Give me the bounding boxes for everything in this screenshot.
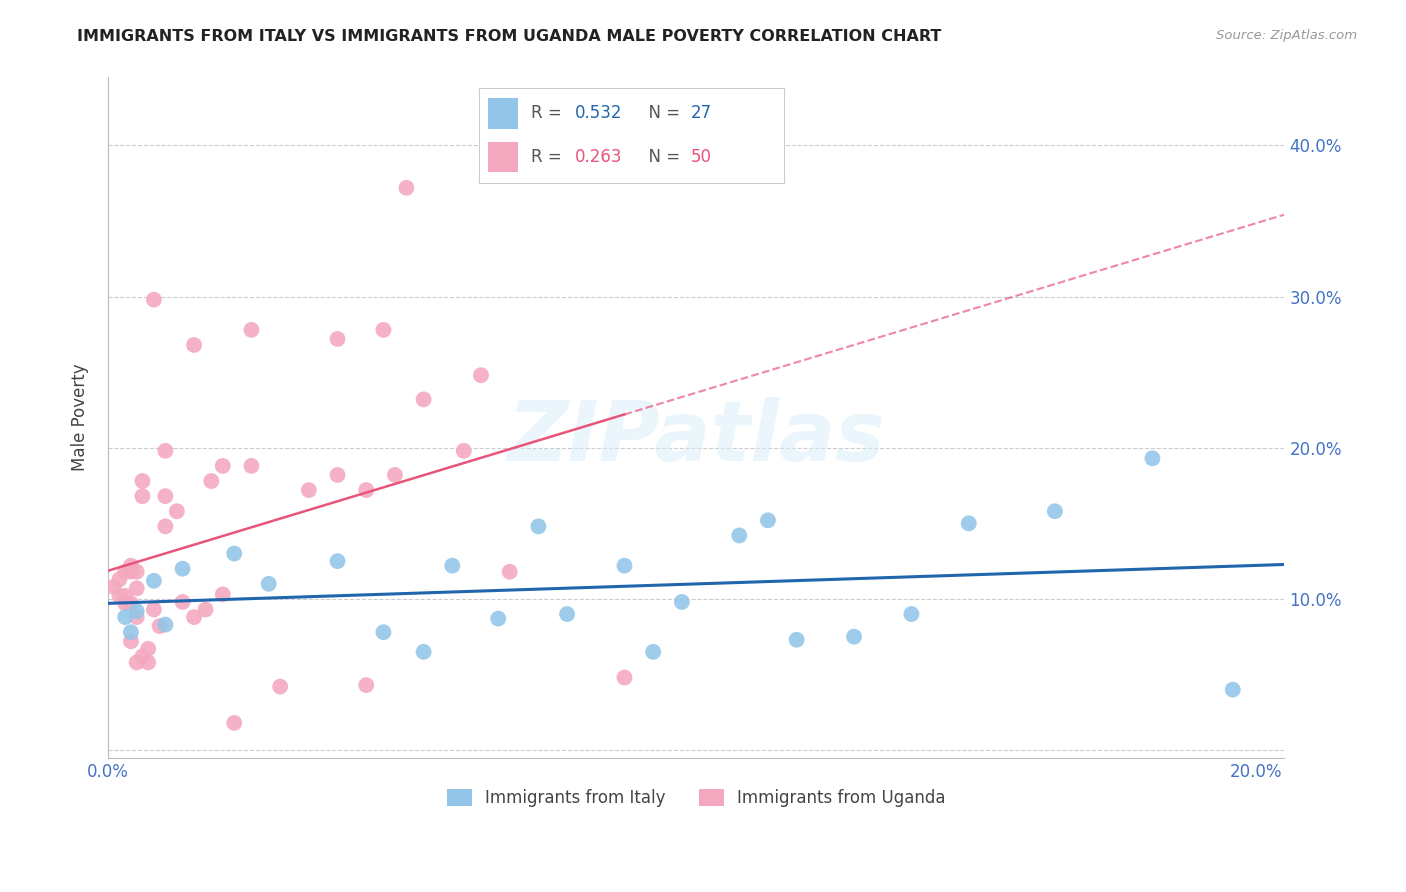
- Point: [613, 671, 636, 685]
- Point: [613, 558, 636, 573]
- Point: [1222, 682, 1244, 697]
- Point: [671, 595, 693, 609]
- Point: [125, 656, 148, 670]
- Point: [957, 516, 980, 531]
- Point: [155, 617, 177, 632]
- Point: [120, 558, 142, 573]
- Point: [555, 607, 578, 621]
- Point: [499, 565, 522, 579]
- Point: [384, 467, 406, 482]
- Point: [125, 610, 148, 624]
- Point: [728, 528, 751, 542]
- Point: [527, 519, 550, 533]
- Text: IMMIGRANTS FROM ITALY VS IMMIGRANTS FROM UGANDA MALE POVERTY CORRELATION CHART: IMMIGRANTS FROM ITALY VS IMMIGRANTS FROM…: [77, 29, 942, 44]
- Point: [155, 519, 177, 533]
- Point: [125, 582, 148, 596]
- Point: [136, 656, 159, 670]
- Point: [114, 610, 136, 624]
- Point: [373, 323, 395, 337]
- Point: [166, 504, 188, 518]
- Point: [441, 558, 464, 573]
- Point: [373, 625, 395, 640]
- Point: [125, 604, 148, 618]
- Point: [142, 574, 165, 588]
- Point: [120, 625, 142, 640]
- Point: [326, 332, 349, 346]
- Point: [120, 634, 142, 648]
- Point: [142, 293, 165, 307]
- Point: [453, 443, 475, 458]
- Point: [108, 589, 131, 603]
- Point: [120, 565, 142, 579]
- Point: [224, 547, 246, 561]
- Point: [136, 641, 159, 656]
- Point: [412, 645, 434, 659]
- Point: [114, 565, 136, 579]
- Point: [155, 443, 177, 458]
- Point: [131, 649, 153, 664]
- Point: [842, 630, 865, 644]
- Point: [786, 632, 808, 647]
- Point: [269, 680, 291, 694]
- Point: [240, 458, 263, 473]
- Point: [131, 474, 153, 488]
- Point: [172, 562, 194, 576]
- Point: [103, 580, 125, 594]
- Point: [224, 715, 246, 730]
- Point: [194, 602, 217, 616]
- Text: Source: ZipAtlas.com: Source: ZipAtlas.com: [1216, 29, 1357, 42]
- Point: [1043, 504, 1066, 518]
- Point: [326, 554, 349, 568]
- Point: [257, 576, 280, 591]
- Point: [108, 572, 131, 586]
- Point: [412, 392, 434, 407]
- Point: [114, 597, 136, 611]
- Y-axis label: Male Poverty: Male Poverty: [72, 364, 89, 471]
- Point: [200, 474, 222, 488]
- Text: ZIPatlas: ZIPatlas: [508, 398, 886, 478]
- Point: [326, 467, 349, 482]
- Point: [354, 483, 377, 497]
- Point: [211, 458, 233, 473]
- Point: [486, 611, 509, 625]
- Point: [120, 597, 142, 611]
- Point: [183, 338, 205, 352]
- Point: [149, 619, 172, 633]
- Point: [155, 489, 177, 503]
- Point: [756, 513, 779, 527]
- Point: [125, 565, 148, 579]
- Point: [114, 589, 136, 603]
- Point: [1142, 451, 1164, 466]
- Point: [395, 181, 418, 195]
- Point: [142, 602, 165, 616]
- Point: [470, 368, 492, 383]
- Point: [240, 323, 263, 337]
- Legend: Immigrants from Italy, Immigrants from Uganda: Immigrants from Italy, Immigrants from U…: [440, 782, 952, 814]
- Point: [643, 645, 665, 659]
- Point: [172, 595, 194, 609]
- Point: [900, 607, 922, 621]
- Point: [211, 587, 233, 601]
- Point: [298, 483, 321, 497]
- Point: [183, 610, 205, 624]
- Point: [354, 678, 377, 692]
- Point: [131, 489, 153, 503]
